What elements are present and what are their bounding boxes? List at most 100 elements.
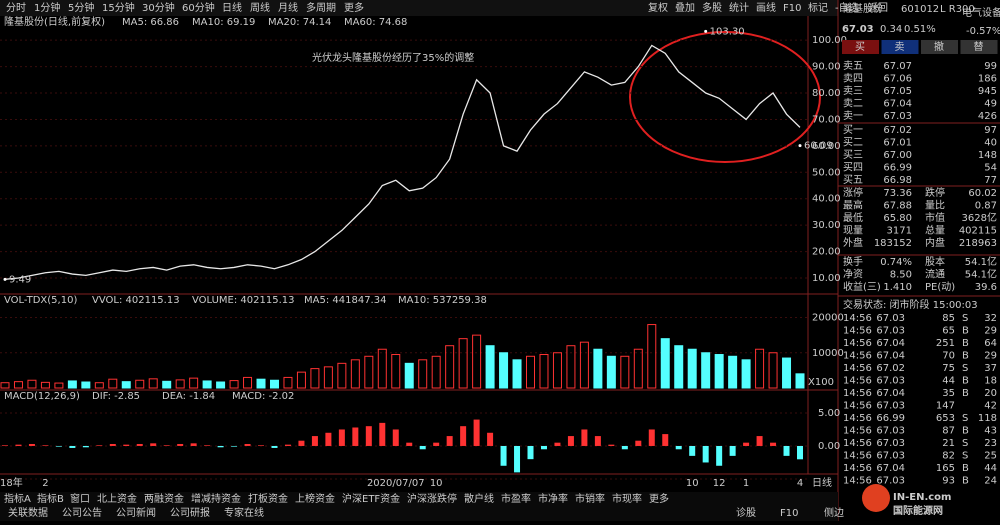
bottom-button[interactable]: 诊股 (736, 506, 756, 519)
indicator-tab[interactable]: 指标B (37, 492, 64, 505)
macd-bar (675, 445, 682, 450)
tool-button[interactable]: 叠加 (675, 2, 695, 14)
volume-bar (647, 324, 657, 389)
volume-bar (620, 355, 630, 389)
annotation: 光伏龙头隆基股份经历了35%的调整 (312, 51, 474, 64)
info-link[interactable]: 公司新闻 (116, 506, 156, 519)
info-link[interactable]: 关联数据 (8, 506, 48, 519)
volume-bar (566, 345, 576, 389)
indicator-tab[interactable]: 更多 (649, 492, 669, 505)
macd-bar (581, 429, 588, 446)
period-tab[interactable]: 15分钟 (102, 1, 135, 14)
trade-button[interactable]: 撤 (934, 40, 944, 53)
macd-bar (648, 429, 655, 446)
trade-button[interactable]: 替 (974, 40, 984, 53)
tool-button[interactable]: F10 (783, 3, 801, 14)
indicator-tab[interactable]: 增减持资金 (191, 492, 241, 505)
stat-value: 218963 (959, 238, 997, 249)
period-tab[interactable]: 30分钟 (142, 1, 175, 14)
macd-bar (770, 442, 777, 446)
volume-bar (121, 381, 131, 389)
period-tab[interactable]: 1分钟 (34, 1, 60, 14)
indicator-tab[interactable]: 沪深ETF资金 (342, 492, 400, 505)
tick-count: 32 (984, 313, 997, 324)
macd-bar (594, 436, 601, 446)
trade-button-bg[interactable] (960, 40, 998, 54)
period-tab[interactable]: 月线 (278, 1, 298, 14)
price-marker-label: 60.09 (804, 141, 833, 152)
tick-side: S (962, 363, 968, 374)
tool-button[interactable]: 返回 (868, 2, 888, 14)
info-link[interactable]: 公司公告 (62, 506, 102, 519)
volume-bar (741, 359, 751, 389)
period-tab[interactable]: 周线 (250, 1, 270, 14)
indicator-tab[interactable]: 市现率 (612, 492, 642, 505)
trade-button[interactable]: 买 (855, 41, 865, 53)
tick-time: 14:56 (843, 338, 872, 349)
indicator-tab[interactable]: 上榜资金 (295, 492, 335, 505)
tick-count: 44 (984, 463, 997, 474)
indicator-tab[interactable]: 市销率 (575, 492, 605, 505)
y-tick-label: 20000 (812, 313, 844, 324)
macd-bar (109, 443, 116, 446)
logo (862, 484, 890, 512)
tick-price: 67.03 (876, 426, 905, 437)
stat-label: 换手 (843, 255, 863, 268)
volume-bar (269, 379, 279, 389)
indicator-tab[interactable]: 两融资金 (144, 492, 184, 505)
period-tab[interactable]: 多周期 (306, 1, 336, 14)
trade-button-bg[interactable] (842, 40, 879, 54)
order-level: 卖一 (843, 110, 863, 122)
order-price: 66.99 (883, 163, 912, 174)
period-tab[interactable]: 日线 (222, 1, 242, 14)
tick-time: 14:56 (843, 401, 872, 412)
indicator-tab[interactable]: 沪深涨跌停 (407, 492, 457, 505)
macd-bar (392, 429, 399, 446)
stat-label: 市值 (925, 211, 945, 224)
trade-button-bg[interactable] (921, 40, 958, 54)
tick-price: 67.03 (876, 376, 905, 387)
y-tick-label: 50.00 (812, 167, 841, 178)
tool-button[interactable]: 画线 (756, 1, 776, 14)
period-tab[interactable]: 60分钟 (182, 1, 215, 14)
indicator-tab[interactable]: 窗口 (70, 492, 90, 505)
period-tab[interactable]: 更多 (344, 1, 364, 14)
change-pct: 0.51% (904, 24, 936, 35)
indicator-tab[interactable]: 打板资金 (248, 492, 288, 505)
indicator-tab[interactable]: 指标A (4, 492, 31, 505)
tick-side: S (962, 438, 968, 449)
indicator-tab[interactable]: 北上资金 (97, 492, 137, 505)
indicator-tab[interactable]: 市净率 (538, 492, 568, 505)
tool-button[interactable]: 标记 (808, 2, 828, 14)
stock-code: 601012 (901, 4, 939, 15)
order-price: 67.06 (883, 74, 912, 85)
indicator-tab[interactable]: 散户线 (464, 492, 494, 505)
info-link[interactable]: 专家在线 (224, 506, 264, 519)
macd-bar (123, 444, 130, 446)
info-link[interactable]: 公司研报 (170, 506, 210, 519)
bottom-button[interactable]: 侧边 (824, 506, 844, 519)
tool-button[interactable]: 复权 (648, 1, 668, 14)
indicator-tab[interactable]: 市盈率 (501, 492, 531, 505)
trade-button[interactable]: 卖 (895, 41, 905, 53)
volume-bar (216, 381, 226, 389)
period-tab[interactable]: 分时 (6, 2, 26, 14)
legend-item: MA5: 441847.34 (304, 295, 386, 306)
bottom-button[interactable]: F10 (780, 508, 798, 519)
stat-value: 8.50 (890, 270, 912, 281)
period-tab[interactable]: 5分钟 (68, 1, 94, 14)
tool-button[interactable]: 多股 (702, 1, 722, 14)
stat-value: 3171 (887, 226, 912, 237)
watermark-name: 国际能源网 (893, 504, 943, 517)
order-volume: 426 (978, 111, 997, 122)
legend-item: VOLUME: 402115.13 (192, 295, 295, 306)
tool-button[interactable]: 统计 (729, 1, 749, 14)
tool-button[interactable]: -自选 (835, 1, 859, 14)
stat-value: 183152 (874, 238, 912, 249)
order-level: 买三 (843, 149, 863, 161)
order-level: 买二 (843, 137, 863, 149)
x-tick-label: 4 (797, 478, 803, 489)
trade-button-bg[interactable] (881, 40, 919, 54)
order-price: 67.03 (883, 111, 912, 122)
